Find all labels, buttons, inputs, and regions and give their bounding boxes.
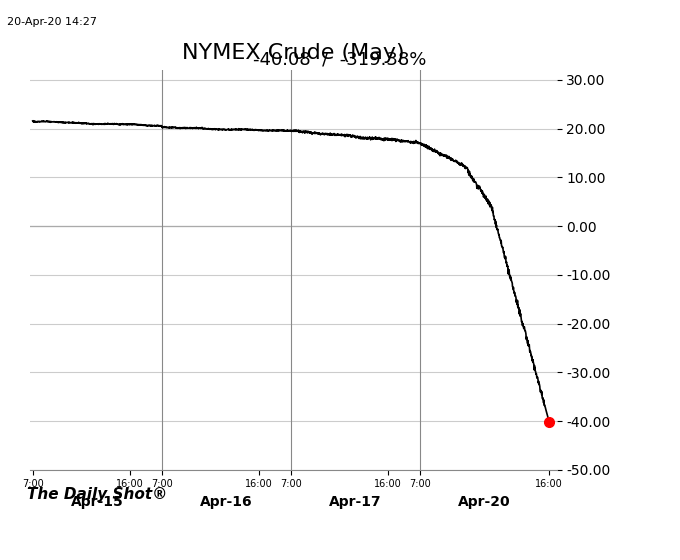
Text: -40.08  /  -319.38%: -40.08 / -319.38% — [254, 50, 426, 68]
Point — [543, 417, 554, 426]
Title: NYMEX Crude (May): NYMEX Crude (May) — [182, 43, 405, 63]
Text: Apr-15: Apr-15 — [71, 495, 124, 509]
Text: Apr-16: Apr-16 — [200, 495, 253, 509]
Text: The Daily Shot®: The Daily Shot® — [27, 487, 167, 502]
Text: Apr-17: Apr-17 — [329, 495, 382, 509]
Text: Apr-20: Apr-20 — [458, 495, 511, 509]
Text: 20-Apr-20 14:27: 20-Apr-20 14:27 — [7, 17, 97, 27]
